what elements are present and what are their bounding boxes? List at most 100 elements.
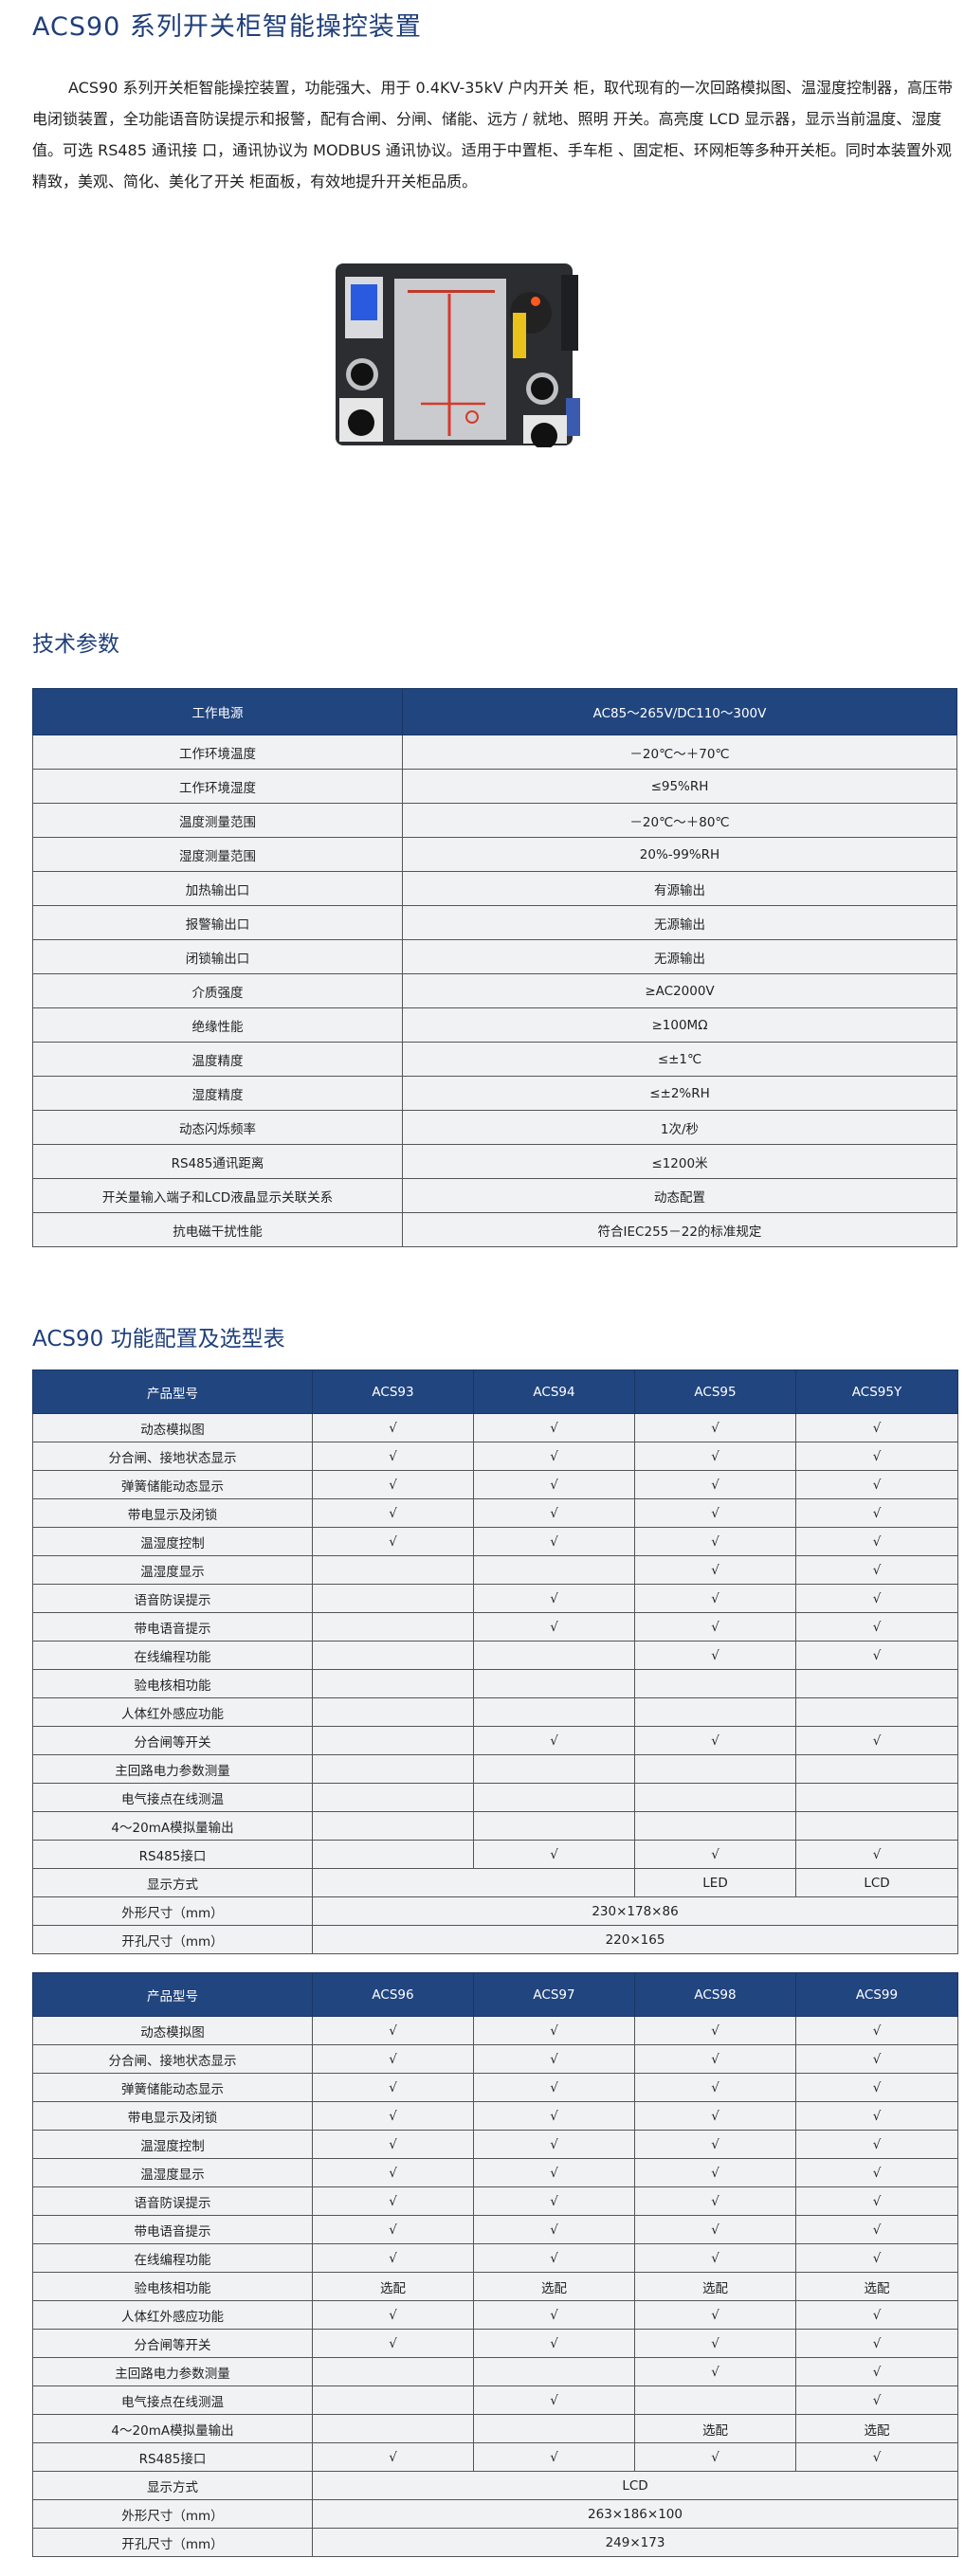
check-mark: √	[312, 2243, 474, 2273]
feature-label: 外形尺寸（mm）	[32, 1896, 313, 1926]
feature-label: 带电显示及闭锁	[32, 1498, 313, 1528]
spec-value: ≥100MΩ	[402, 1007, 957, 1043]
feature-value	[634, 1669, 796, 1698]
spec-label: 工作环境温度	[32, 735, 403, 770]
feature-value	[795, 1754, 958, 1784]
selection-row: 语音防误提示 √ √ √	[32, 1584, 958, 1613]
check-mark: √	[473, 2300, 635, 2330]
check-mark: √	[473, 2329, 635, 2358]
feature-value	[312, 1555, 474, 1585]
check-mark: √	[312, 2044, 474, 2074]
spec-label: 工作环境湿度	[32, 769, 403, 804]
feature-label: 验电核相功能	[32, 1669, 313, 1698]
check-mark: √	[634, 1726, 796, 1755]
spec-label: 温度精度	[32, 1042, 403, 1077]
check-mark: √	[473, 2158, 635, 2187]
spec-header-cell: AC85～265V/DC110～300V	[402, 688, 957, 735]
check-mark: √	[634, 1641, 796, 1670]
selection-row: 动态模拟图 √ √ √ √	[32, 1413, 958, 1442]
check-mark: √	[312, 1527, 474, 1556]
feature-label: 语音防误提示	[32, 1584, 313, 1613]
spec-row: 动态闪烁频率 1次/秒	[32, 1110, 957, 1145]
model-header-cell: ACS98	[634, 1972, 796, 2017]
feature-value: 选配	[634, 2272, 796, 2301]
selection-row: RS485接口 √ √ √ √	[32, 2442, 958, 2472]
feature-value	[312, 2386, 474, 2415]
check-mark: √	[795, 2300, 958, 2330]
check-mark: √	[312, 2300, 474, 2330]
feature-value: 263×186×100	[312, 2499, 958, 2529]
feature-label: 电气接点在线测温	[32, 1783, 313, 1812]
selection-row: 温湿度控制 √ √ √ √	[32, 2130, 958, 2159]
model-header-cell: ACS95Y	[795, 1370, 958, 1414]
feature-label: RS485接口	[32, 1840, 313, 1869]
spec-value: 动态配置	[402, 1178, 957, 1213]
check-mark: √	[795, 1442, 958, 1471]
selection-row: 分合闸等开关 √ √ √	[32, 1726, 958, 1755]
selection-row: 外形尺寸（mm） 263×186×100	[32, 2499, 958, 2529]
check-mark: √	[795, 2357, 958, 2386]
spec-label: 绝缘性能	[32, 1007, 403, 1043]
feature-value: 选配	[795, 2272, 958, 2301]
feature-label: 弹簧储能动态显示	[32, 2073, 313, 2102]
feature-label: 电气接点在线测温	[32, 2386, 313, 2415]
spec-label: 湿度精度	[32, 1076, 403, 1111]
feature-value	[795, 1669, 958, 1698]
check-mark: √	[312, 2186, 474, 2216]
check-mark: √	[473, 1527, 635, 1556]
feature-label: 分合闸等开关	[32, 1726, 313, 1755]
feature-value	[312, 1868, 635, 1897]
feature-value	[473, 2357, 635, 2386]
selection-row: 动态模拟图 √ √ √ √	[32, 2016, 958, 2045]
model-header-cell: ACS99	[795, 1972, 958, 2017]
check-mark: √	[795, 1584, 958, 1613]
check-mark: √	[312, 1442, 474, 1471]
check-mark: √	[795, 2044, 958, 2074]
feature-value	[634, 1697, 796, 1727]
feature-value	[312, 1641, 474, 1670]
spec-value: ≤±2%RH	[402, 1076, 957, 1111]
spec-label: 加热输出口	[32, 871, 403, 906]
check-mark: √	[634, 2130, 796, 2159]
feature-label: 4～20mA模拟量输出	[32, 1811, 313, 1841]
check-mark: √	[634, 1470, 796, 1499]
check-mark: √	[312, 2329, 474, 2358]
spec-label: 抗电磁干扰性能	[32, 1212, 403, 1247]
feature-label: 语音防误提示	[32, 2186, 313, 2216]
spec-row: 湿度测量范围 20%-99%RH	[32, 837, 957, 872]
feature-value: 选配	[312, 2272, 474, 2301]
check-mark: √	[795, 2386, 958, 2415]
feature-label: 带电语音提示	[32, 1612, 313, 1642]
feature-value: 选配	[634, 2414, 796, 2443]
check-mark: √	[312, 2073, 474, 2102]
selection-row: 人体红外感应功能 √ √ √ √	[32, 2300, 958, 2330]
check-mark: √	[634, 1612, 796, 1642]
check-mark: √	[634, 2300, 796, 2330]
check-mark: √	[795, 2243, 958, 2273]
model-header-cell: 产品型号	[32, 1972, 313, 2017]
model-header-cell: ACS95	[634, 1370, 796, 1414]
check-mark: √	[795, 2186, 958, 2216]
feature-value	[473, 1783, 635, 1812]
selection-row: 带电显示及闭锁 √ √ √ √	[32, 2101, 958, 2131]
feature-label: 温湿度显示	[32, 1555, 313, 1585]
check-mark: √	[473, 1726, 635, 1755]
spec-row: 工作环境湿度 ≤95%RH	[32, 769, 957, 804]
feature-value	[795, 1697, 958, 1727]
check-mark: √	[634, 2329, 796, 2358]
feature-label: 动态模拟图	[32, 2016, 313, 2045]
check-mark: √	[795, 1498, 958, 1528]
check-mark: √	[312, 2130, 474, 2159]
selection-row: 电气接点在线测温 √ √	[32, 2386, 958, 2415]
check-mark: √	[634, 2215, 796, 2244]
feature-label: 分合闸、接地状态显示	[32, 1442, 313, 1471]
feature-label: 在线编程功能	[32, 2243, 313, 2273]
feature-label: 温湿度控制	[32, 2130, 313, 2159]
feature-value	[795, 1811, 958, 1841]
selection-row: 主回路电力参数测量 √ √	[32, 2357, 958, 2386]
check-mark: √	[795, 1555, 958, 1585]
check-mark: √	[795, 1612, 958, 1642]
feature-value: 249×173	[312, 2528, 958, 2557]
feature-label: 外形尺寸（mm）	[32, 2499, 313, 2529]
check-mark: √	[473, 2044, 635, 2074]
